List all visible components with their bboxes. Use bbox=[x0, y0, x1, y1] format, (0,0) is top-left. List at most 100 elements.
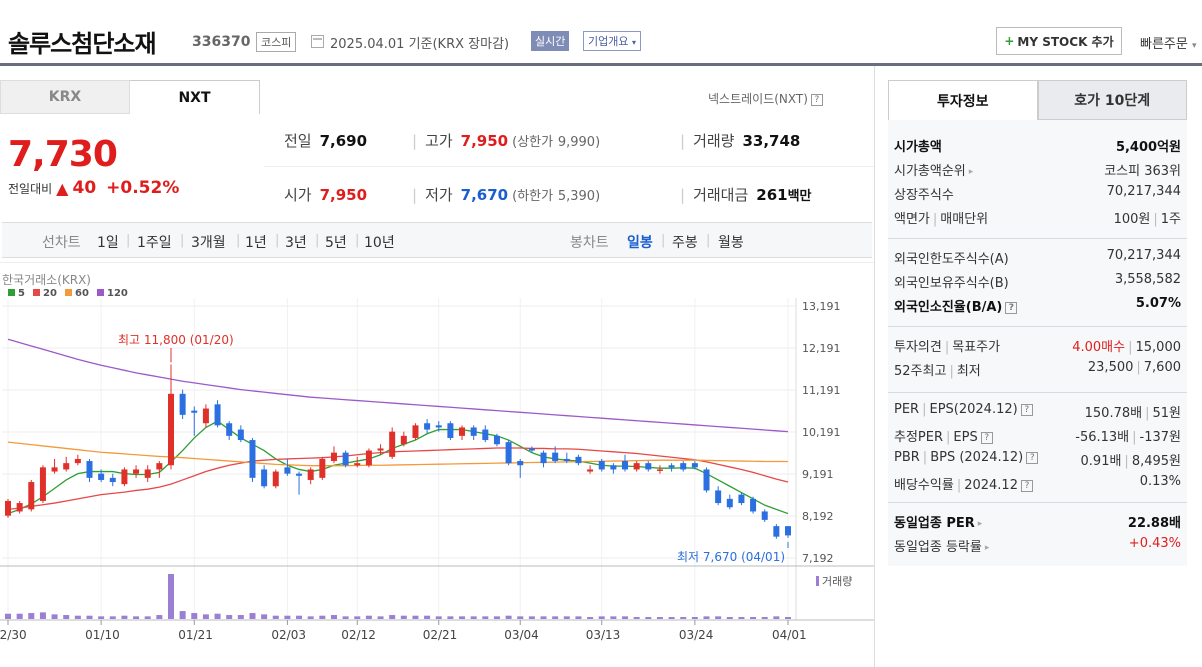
volume-bar bbox=[622, 616, 629, 619]
x-tick-label: 03/24 bbox=[679, 628, 714, 642]
volume-bar bbox=[785, 617, 791, 619]
volume: | 거래량 33,748 bbox=[680, 130, 800, 151]
divider: | bbox=[1145, 406, 1150, 421]
key-text: 최저 bbox=[956, 364, 981, 379]
x-tick-label: 12/30 bbox=[0, 628, 27, 642]
tab-order-book[interactable]: 호가 10단계 bbox=[1037, 80, 1187, 120]
candle-body bbox=[750, 498, 757, 512]
invest-row-value: 23,500 | 7,600 bbox=[1088, 360, 1181, 375]
candle-body bbox=[540, 452, 547, 464]
invest-row-key: 외국인소진율(B/A)? bbox=[894, 296, 1018, 315]
candle-body bbox=[202, 408, 209, 424]
quick-order-label: 빠른주문 bbox=[1140, 37, 1188, 52]
legend-swatch bbox=[33, 289, 40, 296]
divider: | bbox=[412, 186, 418, 204]
volume-bar bbox=[470, 616, 477, 619]
quick-order-dropdown[interactable]: 빠른주문 ▾ bbox=[1140, 33, 1197, 52]
high-label: 고가 bbox=[425, 132, 453, 150]
invest-row-key: 상장주식수 bbox=[894, 184, 954, 203]
invest-row-value: 0.13% bbox=[1140, 474, 1181, 489]
key-text: EPS(2024.12) bbox=[929, 402, 1018, 417]
invest-row-value: 5,400억원 bbox=[1116, 136, 1181, 155]
candle-body bbox=[424, 423, 431, 430]
candle-weekly[interactable]: 주봉 bbox=[672, 235, 698, 251]
add-mystock-button[interactable]: + MY STOCK 추가 bbox=[996, 27, 1122, 55]
invest-row-key: 배당수익률 | 2024.12? bbox=[894, 474, 1033, 493]
value-text: 0.13% bbox=[1139, 474, 1181, 489]
x-tick-label: 04/01 bbox=[772, 628, 807, 642]
candle-body bbox=[365, 450, 372, 466]
candle-body bbox=[773, 526, 780, 537]
invest-row-key: 액면가 | 매매단위 bbox=[894, 208, 988, 227]
invest-row[interactable]: PBR | BPS (2024.12)? 0.91배 | 8,495원 bbox=[894, 450, 1181, 470]
invest-row[interactable]: 동일업종 PER ▸ 22.88배 bbox=[894, 512, 1181, 532]
divider: | bbox=[949, 364, 954, 379]
tab-invest-info[interactable]: 투자정보 bbox=[888, 80, 1038, 120]
candle-body bbox=[668, 465, 675, 468]
invest-row[interactable]: 추정PER | EPS? -56.13배 | -137원 bbox=[894, 426, 1181, 446]
candle-body bbox=[389, 431, 396, 457]
invest-row[interactable]: 외국인소진율(B/A)? 5.07% bbox=[894, 296, 1181, 316]
divider: | bbox=[922, 450, 928, 465]
chart-svg[interactable]: 13,191 12,191 11,191 10,191 9,191 8,192 7,192 한… bbox=[0, 261, 875, 667]
volume-bar bbox=[598, 616, 605, 619]
tab-krx[interactable]: KRX bbox=[0, 80, 130, 114]
help-icon[interactable]: ? bbox=[810, 93, 823, 106]
nxt-info[interactable]: 넥스트레이드(NXT)? bbox=[708, 90, 823, 107]
invest-row[interactable]: PER | EPS(2024.12)? 150.78배 | 51원 bbox=[894, 402, 1181, 422]
value-text: +0.43% bbox=[1128, 536, 1181, 551]
exchange-tabs: KRX NXT bbox=[0, 80, 261, 114]
divider: | bbox=[956, 478, 962, 493]
value-text: 70,217,344 bbox=[1106, 184, 1181, 199]
key-text: 외국인소진율(B/A) bbox=[894, 300, 1003, 315]
candle-body bbox=[610, 465, 617, 470]
tab-nxt[interactable]: NXT bbox=[130, 80, 260, 114]
period-3m[interactable]: 3개월 bbox=[191, 235, 226, 251]
high-annotation: 최고 11,800 (01/20) bbox=[118, 333, 234, 347]
invest-row: 외국인한도주식수(A) 70,217,344 bbox=[894, 248, 1181, 268]
period-1y[interactable]: 1년 bbox=[245, 235, 267, 251]
divider: | bbox=[1124, 454, 1129, 469]
period-1w[interactable]: 1주일 bbox=[137, 235, 172, 251]
divider: | bbox=[275, 233, 280, 248]
key-text: BPS (2024.12) bbox=[930, 450, 1024, 465]
legend-label: 120 bbox=[107, 288, 128, 299]
period-5y[interactable]: 5년 bbox=[325, 235, 347, 251]
y-tick-label: 11,191 bbox=[802, 384, 841, 397]
volume-bar bbox=[715, 616, 722, 619]
candle-body bbox=[715, 490, 722, 504]
help-icon[interactable]: ? bbox=[1026, 451, 1039, 464]
help-icon[interactable]: ? bbox=[1020, 403, 1033, 416]
invest-row[interactable]: 시가총액순위 ▸ 코스피 363위 bbox=[894, 160, 1181, 180]
candle-body bbox=[226, 423, 233, 436]
volume-bar bbox=[412, 615, 419, 619]
key-text: 투자의견 bbox=[894, 340, 942, 355]
section-divider bbox=[888, 502, 1187, 503]
realtime-button[interactable]: 실시간 bbox=[531, 31, 570, 51]
value-text: 4.00매수 bbox=[1072, 340, 1126, 355]
period-3y[interactable]: 3년 bbox=[285, 235, 307, 251]
key-text: 시가총액 bbox=[894, 140, 942, 155]
price-chart[interactable]: 13,191 12,191 11,191 10,191 9,191 8,192 7,192 한… bbox=[0, 261, 875, 667]
basis-date: 2025.04.01 기준(KRX 장마감) bbox=[330, 37, 510, 52]
key-text: 목표주가 bbox=[952, 340, 1001, 355]
change-amount: 40 bbox=[72, 178, 97, 198]
candle-daily[interactable]: 일봉 bbox=[627, 235, 653, 251]
candle-body bbox=[377, 448, 384, 451]
low-value: 7,670 bbox=[460, 186, 509, 204]
y-tick-label: 7,192 bbox=[802, 552, 834, 565]
nxt-label: 넥스트레이드(NXT) bbox=[708, 92, 808, 106]
invest-row-key: 투자의견 | 목표주가 bbox=[894, 336, 1000, 355]
invest-row[interactable]: 배당수익률 | 2024.12? 0.13% bbox=[894, 474, 1181, 494]
up-triangle-icon: ▲ bbox=[56, 178, 69, 198]
value-text: 22.88배 bbox=[1127, 516, 1181, 531]
help-icon[interactable]: ? bbox=[980, 431, 993, 444]
company-overview-dropdown[interactable]: 기업개요 ▾ bbox=[583, 31, 641, 51]
candle-monthly[interactable]: 월봉 bbox=[718, 235, 744, 251]
help-icon[interactable]: ? bbox=[1020, 479, 1033, 492]
help-icon[interactable]: ? bbox=[1005, 301, 1018, 314]
period-1d[interactable]: 1일 bbox=[97, 235, 119, 251]
period-10y[interactable]: 10년 bbox=[364, 235, 395, 251]
invest-row[interactable]: 동일업종 등락률 ▸ +0.43% bbox=[894, 536, 1181, 556]
candle-body bbox=[528, 448, 535, 451]
